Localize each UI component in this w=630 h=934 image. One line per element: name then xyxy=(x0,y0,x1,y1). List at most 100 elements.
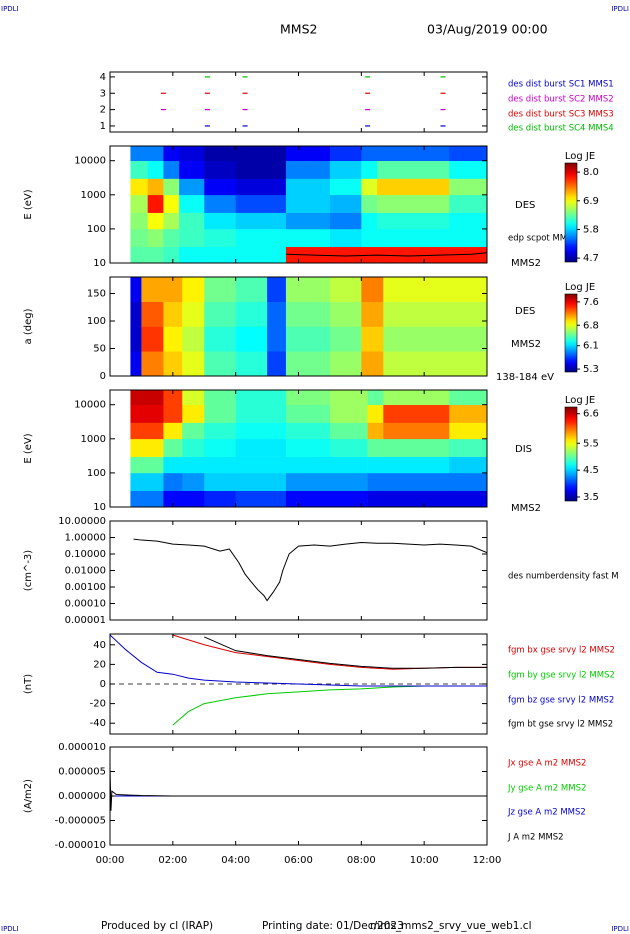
footer-producer: Produced by cl (IRAP) xyxy=(101,920,213,932)
spectrogram-cell xyxy=(361,178,378,196)
data-line xyxy=(133,538,487,602)
spectrogram-cell xyxy=(130,404,164,423)
spectrogram-cell xyxy=(235,351,268,376)
spectrogram-cell xyxy=(147,146,164,162)
spectrogram-cell xyxy=(329,178,362,196)
colorbar-tick-label: 3.5 xyxy=(583,492,599,503)
legend-entry: des dist burst SC3 MMS3 xyxy=(508,110,614,120)
spectrogram-cell xyxy=(235,301,268,327)
y-axis-label: (cm^-3) xyxy=(23,550,34,591)
spectrogram-cell xyxy=(285,490,331,507)
spectrogram-cell xyxy=(163,212,180,230)
colorbar xyxy=(564,293,578,373)
legend-entry: fgm bz gse srvy l2 MMS2 xyxy=(508,696,614,706)
spectrogram-cell xyxy=(377,160,450,179)
colorbar-tick-label: 6.6 xyxy=(583,409,599,420)
y-tick-label: 3 xyxy=(100,88,106,99)
spectrogram-cell xyxy=(130,212,148,230)
spectrogram-cell xyxy=(204,228,236,248)
spectrogram-cell xyxy=(163,326,183,352)
spectrogram-cell xyxy=(285,351,331,376)
y-axis-label: E (eV) xyxy=(23,189,34,219)
data-line xyxy=(172,685,487,726)
spectrogram-cell xyxy=(449,194,487,213)
legend-entry: Jz gse A m2 MMS2 xyxy=(507,808,586,818)
y-tick-label: 40 xyxy=(93,640,106,651)
colorbar-tick-label: 7.6 xyxy=(583,297,599,308)
colorbar-tick-label: 5.8 xyxy=(583,224,599,235)
y-tick-label: -0.000005 xyxy=(55,816,106,827)
spectrogram-cell xyxy=(130,246,148,263)
spectrogram-cell xyxy=(204,351,236,376)
y-tick-label: 50 xyxy=(93,344,106,355)
spectrogram-cell xyxy=(367,422,384,440)
logo: IPDLI xyxy=(1,5,19,13)
y-tick-label: 0.000010 xyxy=(58,742,106,753)
y-tick-label: 1000 xyxy=(81,190,106,201)
spectrogram-cell xyxy=(383,390,450,406)
spectrogram-cell xyxy=(383,472,450,492)
spectrogram-cell xyxy=(163,422,183,440)
spectrogram-cell xyxy=(285,277,331,303)
logo: IPDLI xyxy=(611,5,629,13)
legend-entry: des numberdensity fast M xyxy=(508,572,619,582)
panel-frame xyxy=(109,520,488,621)
spectrogram-cell xyxy=(383,456,450,474)
y-tick-label: 1000 xyxy=(81,434,106,445)
y-tick-label: 10 xyxy=(93,502,106,513)
spectrogram-cell xyxy=(383,326,487,352)
y-tick-label: 0.00001 xyxy=(65,615,106,626)
spectrogram-cell xyxy=(449,456,487,474)
spectrogram-cell xyxy=(182,390,205,406)
date: 03/Aug/2019 00:00 xyxy=(427,22,548,37)
spectrogram-cell xyxy=(163,390,183,406)
spectrogram-cell xyxy=(361,160,378,179)
y-tick-label: 0 xyxy=(100,371,106,382)
panel-frame xyxy=(109,71,488,133)
spectrogram-cell xyxy=(163,301,183,327)
spectrogram-cell xyxy=(235,194,287,213)
spectrogram-cell xyxy=(235,390,287,406)
spectrogram-cell xyxy=(130,146,148,162)
spectrogram-cell xyxy=(383,277,487,303)
spectrogram-cell xyxy=(163,472,183,492)
panel-data xyxy=(110,766,487,811)
spectrogram-cell xyxy=(130,228,148,248)
spectrogram-cell xyxy=(130,301,142,327)
spectrogram-cell xyxy=(377,246,450,263)
spectrogram-cell xyxy=(383,422,450,440)
spectrogram-cell xyxy=(163,228,180,248)
spectrogram-cell xyxy=(383,351,487,376)
footer-file: mms_mms2_srvy_vue_web1.cl xyxy=(370,920,532,932)
spectrogram-cell xyxy=(204,194,236,213)
x-tick-label: 02:00 xyxy=(158,855,187,866)
spectrogram-cell xyxy=(141,326,164,352)
spectrogram-cell xyxy=(204,246,236,263)
y-tick-label: 100 xyxy=(87,224,106,235)
y-tick-label: 10000 xyxy=(74,400,106,411)
spectrogram-cell xyxy=(285,326,331,352)
legend-entry: des dist burst SC4 MMS4 xyxy=(508,124,614,134)
spectrogram-cell xyxy=(329,246,362,263)
spectrogram-cell xyxy=(449,212,487,230)
spectrogram-cell xyxy=(361,228,378,248)
y-tick-label: 0.01000 xyxy=(65,566,106,577)
spectrogram-cell xyxy=(267,326,287,352)
spectrogram-cell xyxy=(367,404,384,423)
spectrogram-cell xyxy=(235,246,287,263)
colorbar-tick-label: 8.0 xyxy=(583,167,599,178)
colorbar-tick-label: 6.8 xyxy=(583,320,599,331)
panel-data xyxy=(130,146,487,263)
y-tick-label: 0 xyxy=(100,679,106,690)
spectrogram-cell xyxy=(285,390,331,406)
colorbar-tick-label: 6.9 xyxy=(583,196,599,207)
spectrogram-cell xyxy=(141,351,164,376)
spectrogram-cell xyxy=(285,178,331,196)
spectrogram-cell xyxy=(377,228,450,248)
spectrogram-cell xyxy=(204,404,236,423)
panel-label: DIS xyxy=(515,444,532,455)
spectrogram-cell xyxy=(204,301,236,327)
colorbar-title: Log JE xyxy=(565,282,595,293)
x-tick-label: 06:00 xyxy=(284,855,313,866)
